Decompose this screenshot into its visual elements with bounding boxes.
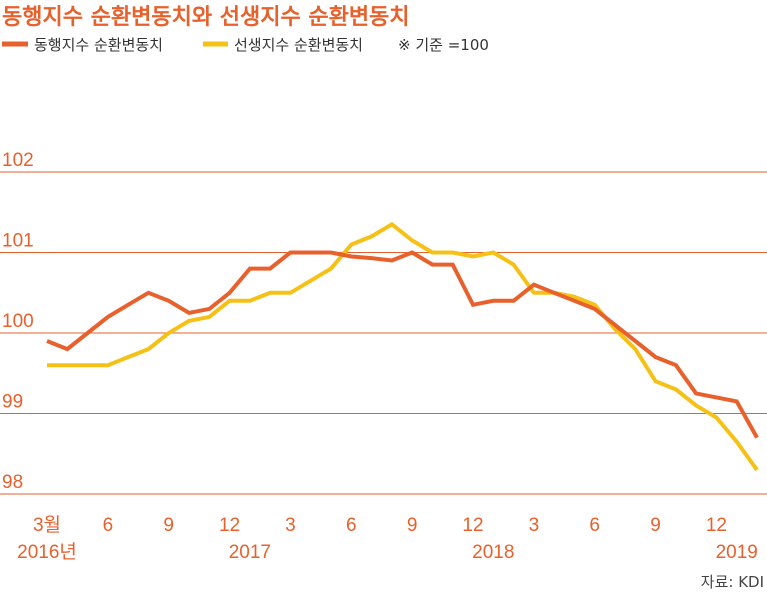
legend-label-leading: 선생지수 순환변동치 bbox=[234, 36, 363, 54]
x-tick-label: 3월 bbox=[33, 514, 61, 536]
y-tick-label: 100 bbox=[2, 311, 34, 332]
x-tick-label: 3 bbox=[285, 515, 296, 536]
year-label: 2019 bbox=[716, 542, 758, 563]
x-tick-label: 6 bbox=[346, 515, 357, 536]
x-tick-label: 9 bbox=[163, 515, 174, 536]
legend-label-coincident: 동행지수 순환변동치 bbox=[34, 36, 163, 54]
y-axis-labels: 98 99 100 101 102 bbox=[2, 150, 34, 493]
x-tick-label: 6 bbox=[103, 515, 114, 536]
x-tick-label: 12 bbox=[706, 515, 727, 536]
x-tick-label: 12 bbox=[462, 515, 483, 536]
series-layer bbox=[46, 221, 759, 472]
y-tick-label: 98 bbox=[2, 472, 23, 493]
x-tick-label: 3 bbox=[529, 515, 540, 536]
y-tick-label: 102 bbox=[2, 150, 34, 171]
x-tick-label: 9 bbox=[650, 515, 661, 536]
year-label: 2017 bbox=[229, 542, 271, 563]
year-label: 2016년 bbox=[17, 541, 77, 563]
x-tick-label: 6 bbox=[589, 515, 600, 536]
x-axis-labels: 3월 6 9 12 3 6 9 12 3 6 9 12 2016년 2017 2018 2019 bbox=[17, 514, 758, 563]
year-label: 2018 bbox=[472, 542, 514, 563]
leading-series-line bbox=[47, 221, 759, 472]
x-tick-label: 12 bbox=[219, 515, 240, 536]
legend-note: ※ 기준 =100 bbox=[398, 36, 489, 54]
legend: 동행지수 순환변동치 선생지수 순환변동치 ※ 기준 =100 bbox=[2, 36, 489, 54]
grid bbox=[0, 171, 767, 495]
y-tick-label: 101 bbox=[2, 231, 34, 252]
chart-title: 동행지수 순환변동치와 선생지수 순환변동치 bbox=[2, 5, 410, 30]
source-note: 자료: KDI bbox=[701, 573, 764, 591]
coincident-series-line bbox=[46, 250, 759, 439]
x-tick-label: 9 bbox=[407, 515, 418, 536]
y-tick-label: 99 bbox=[2, 392, 23, 413]
